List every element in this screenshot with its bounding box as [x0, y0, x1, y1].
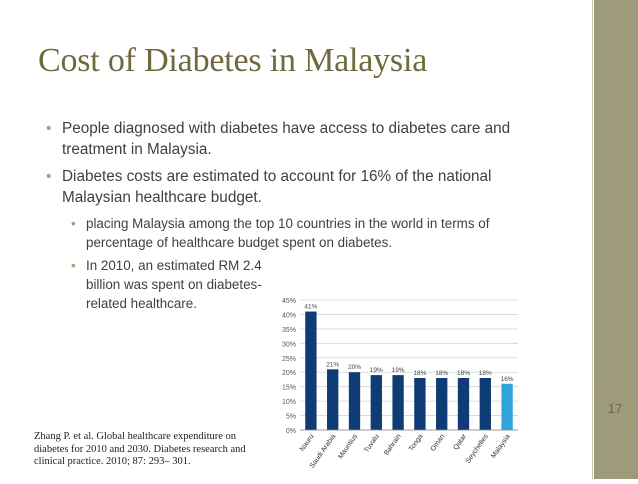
y-tick-label: 0% — [286, 428, 296, 435]
category-label: Nauru — [299, 433, 316, 453]
y-tick-label: 5% — [286, 414, 296, 421]
bullet-glyph: • — [46, 168, 52, 185]
citation: Zhang P. et al. Global healthcare expend… — [34, 431, 246, 467]
bullet-glyph: • — [46, 120, 52, 137]
y-tick-label: 35% — [282, 327, 296, 334]
bar — [392, 375, 404, 430]
bullet-text: Diabetes costs are estimated to account … — [62, 168, 492, 206]
y-tick-label: 25% — [282, 356, 296, 363]
y-tick-label: 15% — [282, 385, 296, 392]
chart-container: 0% 5% 10% 15% 20% 25% 30% 35% 40% 45% 41% Nauru 21% S… — [268, 290, 524, 479]
category-label: Bahrain — [383, 433, 403, 457]
data-label: 19% — [392, 367, 405, 374]
bar — [479, 378, 491, 430]
data-label: 18% — [435, 370, 448, 377]
bullet-list: • People diagnosed with diabetes have ac… — [38, 118, 558, 317]
sub-bullet-item: • In 2010, an estimated RM 2.4 billion w… — [38, 256, 286, 313]
data-label: 18% — [413, 370, 426, 377]
data-label: 41% — [304, 304, 317, 311]
category-label: Qatar — [452, 433, 468, 452]
bullet-glyph: • — [71, 258, 76, 273]
bar — [305, 311, 317, 430]
y-tick-label: 20% — [282, 370, 296, 377]
sub-bullet-text: In 2010, an estimated RM 2.4 billion was… — [86, 258, 262, 311]
page-number: 17 — [599, 396, 631, 422]
category-label: Mauritius — [337, 433, 359, 461]
y-tick-label: 10% — [282, 399, 296, 406]
data-label: 18% — [479, 370, 492, 377]
category-label: Tuvalu — [363, 433, 381, 454]
data-label: 20% — [348, 364, 361, 371]
bar-chart: 0% 5% 10% 15% 20% 25% 30% 35% 40% 45% 41% Nauru 21% S… — [282, 298, 518, 470]
data-label: 19% — [370, 367, 383, 374]
y-tick-label: 45% — [282, 298, 296, 305]
bar — [436, 378, 448, 430]
category-label: Oman — [430, 433, 447, 453]
slide-title: Cost of Diabetes in Malaysia — [38, 42, 428, 79]
bar — [414, 378, 426, 430]
bullet-text: People diagnosed with diabetes have acce… — [62, 120, 511, 158]
bullet-glyph: • — [71, 216, 76, 231]
side-divider — [592, 0, 593, 479]
bullet-item: • People diagnosed with diabetes have ac… — [38, 118, 558, 160]
data-label: 21% — [326, 361, 339, 368]
bar — [327, 369, 339, 430]
y-tick-label: 30% — [282, 341, 296, 348]
sub-bullet-item: • placing Malaysia among the top 10 coun… — [38, 214, 541, 252]
data-label: 16% — [501, 376, 514, 383]
bar — [348, 372, 361, 430]
sub-bullet-text: placing Malaysia among the top 10 countr… — [86, 216, 490, 250]
bar — [457, 378, 470, 430]
category-label: Tonga — [408, 433, 425, 453]
bar — [370, 375, 382, 430]
y-tick-label: 40% — [282, 312, 296, 319]
category-label: Malaysia — [490, 433, 512, 460]
data-label: 18% — [457, 370, 470, 377]
bullet-item: • Diabetes costs are estimated to accoun… — [38, 166, 558, 208]
bar — [501, 383, 513, 430]
category-label: Seychelles — [465, 433, 490, 465]
